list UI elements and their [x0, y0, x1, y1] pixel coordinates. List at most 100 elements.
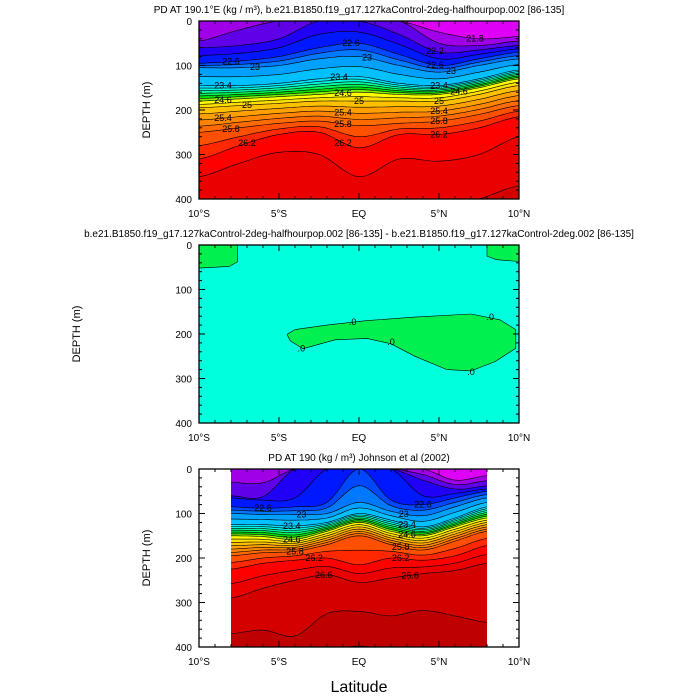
x-tick-label: 5°N	[431, 657, 448, 668]
contour-line	[231, 506, 488, 528]
contour-line	[198, 49, 520, 70]
x-tick-label: 10°S	[188, 433, 210, 444]
y-tick-label: 100	[175, 62, 192, 73]
contour-label: 25	[242, 100, 252, 110]
contour-label: 23	[446, 66, 456, 76]
contour-label: 23.4	[430, 81, 448, 91]
y-tick-label: 300	[175, 375, 192, 386]
y-tick-label: 400	[175, 195, 192, 206]
contour-label: 24.6	[283, 535, 301, 545]
contour-band	[199, 136, 519, 199]
contour-label: 25	[354, 96, 364, 106]
contour-label: .0	[298, 344, 306, 354]
contour-line	[198, 42, 520, 66]
contour-line	[230, 538, 488, 563]
contour-label: 26.6	[315, 570, 333, 580]
x-tick-label: EQ	[352, 657, 367, 668]
contour-line	[198, 100, 520, 127]
contour-label: 23.4	[214, 81, 232, 91]
y-tick-label: 0	[186, 465, 192, 476]
panel-1-y-axis-label: DEPTH (m)	[141, 82, 153, 139]
panel-density-difference: .0 .0 .0 .0 .0 10°S 5°S EQ 5°N 10°N 0 100 200 300 400	[175, 241, 530, 444]
contour-label: 23	[296, 509, 306, 519]
contour-label: 25.4	[214, 113, 232, 123]
contour-band	[231, 610, 487, 647]
panel-1-title: PD AT 190.1°E (kg / m³), b.e21.B1850.f19…	[154, 5, 565, 16]
contour-line	[198, 136, 520, 178]
contour-line	[199, 71, 520, 89]
contour-label: 23.4	[398, 520, 416, 530]
contour-label: 22.6	[254, 503, 272, 513]
contour-line	[230, 563, 488, 599]
panel-2-title: b.e21.B1850.f19_g17.127kaControl-2deg-ha…	[84, 229, 634, 240]
panel-model-density: 21.822.222.622.622.623232323.423.423.424…	[175, 17, 530, 220]
contour-line	[198, 81, 520, 105]
contour-line	[230, 497, 488, 517]
contour-line	[231, 508, 488, 529]
x-tick-label: 10°N	[508, 657, 530, 668]
contour-line	[231, 512, 488, 533]
contour-label: .0	[349, 317, 357, 327]
contour-line	[198, 85, 520, 109]
contour-line	[199, 72, 520, 91]
contour-line	[230, 513, 488, 536]
x-tick-label: 5°S	[271, 433, 288, 444]
contour-label: 25.8	[286, 546, 304, 556]
contour-label: 25.4	[334, 108, 352, 118]
contour-line	[230, 554, 488, 584]
y-tick-label: 200	[175, 106, 192, 117]
contour-label: 26.2	[334, 138, 352, 148]
contour-label: 23.4	[283, 521, 301, 531]
contour-line	[230, 610, 488, 637]
contour-line	[231, 522, 488, 544]
contour-label: .0	[486, 312, 494, 322]
panel-3-title: PD AT 190 (kg / m³) Johnson et al (2002)	[268, 453, 449, 464]
contour-label: 25.8	[222, 124, 240, 134]
y-tick-label: 100	[175, 286, 192, 297]
contour-line	[231, 510, 488, 531]
contour-line	[199, 69, 520, 86]
x-tick-label: 10°N	[508, 433, 530, 444]
contour-line	[231, 519, 488, 542]
x-axis-label-latitude: Latitude	[331, 679, 388, 696]
contour-line	[198, 77, 520, 99]
y-tick-label: 300	[175, 151, 192, 162]
contour-label: 26.2	[430, 130, 448, 140]
contour-line	[198, 95, 520, 121]
contour-line	[198, 110, 520, 146]
contour-line	[230, 526, 488, 550]
contour-label: 24.6	[334, 88, 352, 98]
contour-line	[198, 105, 520, 133]
contour-line	[230, 524, 488, 547]
y-tick-label: 200	[175, 330, 192, 341]
x-tick-label: 5°S	[271, 209, 288, 220]
contour-line	[231, 515, 488, 538]
contour-label: 26.2	[305, 553, 323, 563]
contour-line	[231, 485, 488, 512]
contour-label: 22.6	[222, 57, 240, 67]
contour-label: 21.8	[466, 34, 484, 44]
contour-label: 23	[362, 53, 372, 63]
contour-label: 26.6	[401, 570, 419, 580]
contour-line	[230, 545, 488, 570]
contour-line	[198, 90, 520, 115]
x-tick-label: EQ	[352, 433, 367, 444]
contour-label: 24.6	[398, 530, 416, 540]
contour-label: 22.6	[414, 500, 432, 510]
contour-label: 22.6	[342, 38, 360, 48]
contour-line	[198, 116, 520, 160]
y-tick-label: 400	[175, 643, 192, 654]
y-tick-label: 200	[175, 554, 192, 565]
contour-line	[231, 517, 488, 540]
contour-label: 22.6	[426, 60, 444, 70]
panel-3-y-axis-label: DEPTH (m)	[141, 530, 153, 587]
contour-label: 23.4	[330, 72, 348, 82]
contour-line	[231, 502, 488, 522]
x-tick-label: 10°S	[188, 657, 210, 668]
x-tick-label: 5°S	[271, 657, 288, 668]
positive-difference-region	[286, 313, 517, 372]
contour-label: .0	[467, 367, 475, 377]
contour-label: .0	[387, 337, 395, 347]
x-tick-label: 10°S	[188, 209, 210, 220]
